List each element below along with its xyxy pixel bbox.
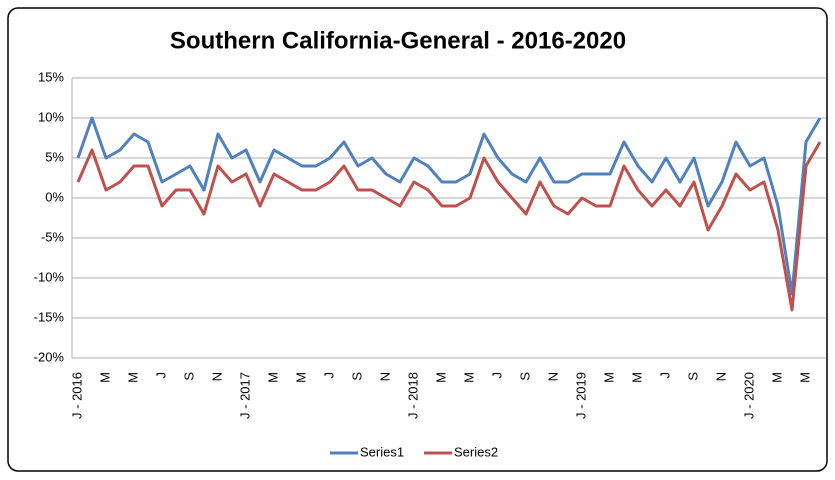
x-tick-label: M xyxy=(461,372,476,383)
x-tick-label: S xyxy=(181,372,196,381)
series-line xyxy=(76,116,822,296)
x-tick-label: J - 2016 xyxy=(69,372,84,419)
legend-label: Series1 xyxy=(360,444,404,459)
x-tick-label: N xyxy=(377,372,392,381)
x-tick-label: J xyxy=(489,372,504,379)
x-tick-label: M xyxy=(125,372,140,383)
y-tick-label: 5% xyxy=(45,149,64,164)
x-tick-label: M xyxy=(433,372,448,383)
x-tick-label: M xyxy=(265,372,280,383)
y-tick-label: -10% xyxy=(34,269,65,284)
x-tick-label: J xyxy=(657,372,672,379)
x-tick-label: N xyxy=(209,372,224,381)
x-tick-label: M xyxy=(769,372,784,383)
x-tick-label: J - 2017 xyxy=(237,372,252,419)
y-tick-label: 15% xyxy=(38,69,64,84)
y-tick-label: -5% xyxy=(41,229,65,244)
y-tick-label: 10% xyxy=(38,109,64,124)
y-tick-label: -20% xyxy=(34,349,65,364)
x-tick-label: N xyxy=(713,372,728,381)
x-tick-label: J - 2019 xyxy=(573,372,588,419)
y-tick-label: 0% xyxy=(45,189,64,204)
chart-title: Southern California-General - 2016-2020 xyxy=(170,27,626,54)
x-tick-label: S xyxy=(685,372,700,381)
x-tick-label: J xyxy=(153,372,168,379)
x-tick-label: M xyxy=(97,372,112,383)
x-tick-label: N xyxy=(545,372,560,381)
legend-label: Series2 xyxy=(454,444,498,459)
x-tick-label: J - 2018 xyxy=(405,372,420,419)
x-tick-label: S xyxy=(349,372,364,381)
x-tick-label: M xyxy=(293,372,308,383)
x-tick-label: S xyxy=(517,372,532,381)
series-line xyxy=(76,141,822,312)
chart-border xyxy=(7,7,828,472)
x-tick-label: J - 2020 xyxy=(741,372,756,419)
x-tick-label: M xyxy=(629,372,644,383)
y-tick-label: -15% xyxy=(34,309,65,324)
x-tick-label: M xyxy=(601,372,616,383)
x-tick-label: M xyxy=(797,372,812,383)
x-tick-label: J xyxy=(321,372,336,379)
